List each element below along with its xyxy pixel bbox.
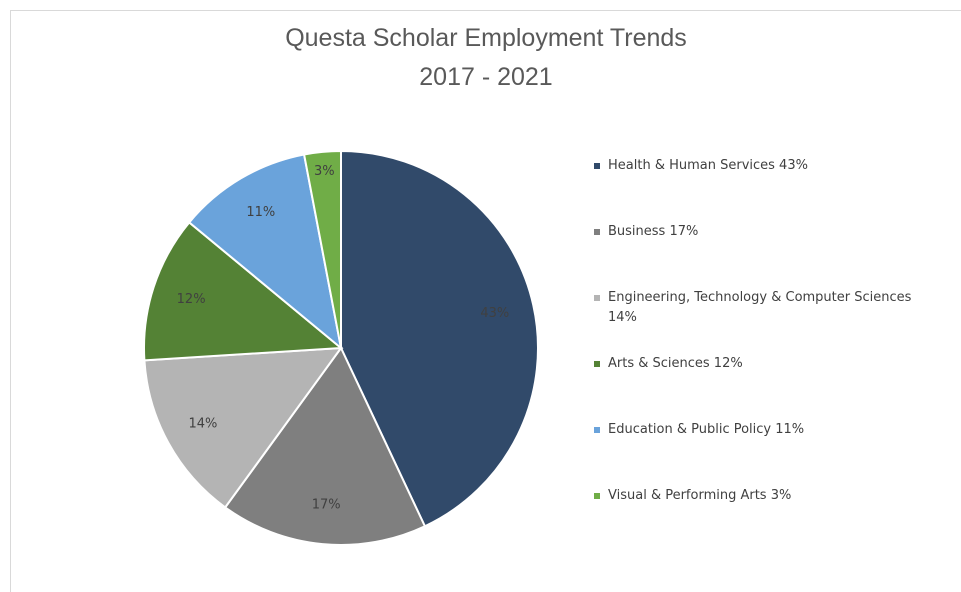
- pie-slice: [223, 346, 427, 546]
- pie-slice: [340, 149, 539, 528]
- data-label: 43%: [480, 306, 509, 321]
- data-label: 17%: [312, 497, 341, 512]
- legend-entry: Engineering, Technology & Computer Scien…: [594, 288, 934, 354]
- legend-label: Visual & Performing Arts 3%: [608, 488, 792, 503]
- legend-label: Business 17%: [608, 224, 699, 239]
- data-label: 14%: [188, 416, 217, 431]
- legend-swatch: [594, 229, 600, 235]
- legend-swatch: [594, 361, 600, 367]
- legend-entry: Education & Public Policy 11%: [594, 420, 934, 486]
- pie-slice: [302, 149, 342, 349]
- data-label: 3%: [314, 164, 335, 179]
- legend-label: Education & Public Policy 11%: [608, 422, 805, 437]
- legend: Health & Human Services 43% Business 17% E…: [594, 156, 934, 552]
- legend-entry: Visual & Performing Arts 3%: [594, 486, 934, 552]
- legend-swatch: [594, 295, 600, 301]
- pie-slice: [143, 221, 344, 362]
- data-label: 12%: [177, 292, 206, 307]
- legend-swatch: [594, 493, 600, 499]
- data-label: 11%: [246, 205, 275, 220]
- legend-entry: Arts & Sciences 12%: [594, 354, 934, 420]
- pie-slice: [143, 346, 344, 509]
- legend-label: Engineering, Technology & Computer Scien…: [608, 290, 912, 325]
- legend-swatch: [594, 163, 600, 169]
- legend-label: Arts & Sciences 12%: [608, 356, 743, 371]
- legend-entry: Health & Human Services 43%: [594, 156, 934, 222]
- legend-swatch: [594, 427, 600, 433]
- pie-slice: [187, 153, 343, 351]
- legend-entry: Business 17%: [594, 222, 934, 288]
- chart-title: Questa Scholar Employment Trends: [285, 24, 687, 52]
- chart-title: 2017 - 2021: [419, 63, 552, 91]
- legend-label: Health & Human Services 43%: [608, 158, 808, 173]
